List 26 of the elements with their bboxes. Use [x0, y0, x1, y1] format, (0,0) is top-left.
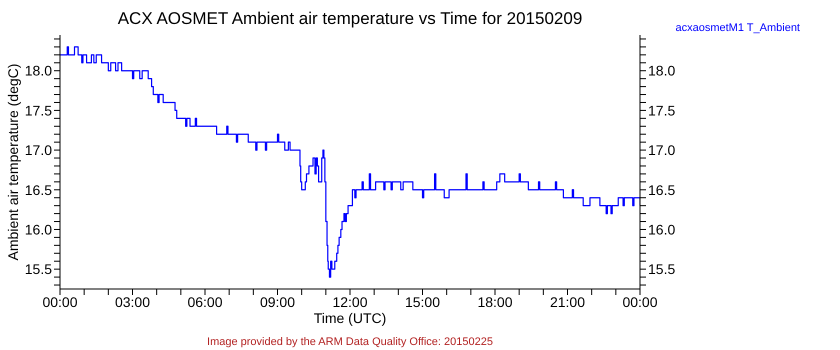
y-tick-label: 15.5 [24, 261, 52, 278]
x-tick-label: 06:00 [187, 294, 223, 310]
y2-tick-label: 17.0 [648, 142, 676, 158]
y-tick-label: 17.0 [24, 142, 52, 158]
x-tick-label: 18:00 [477, 294, 513, 310]
y2-tick-label: 18.0 [648, 62, 676, 79]
y-tick-label: 18.0 [24, 62, 52, 79]
y-axis-title: Ambient air temperature (degC) [5, 64, 21, 260]
x-tick-label: 00:00 [622, 294, 658, 310]
chart-title: ACX AOSMET Ambient air temperature vs Time for 20150209 [116, 9, 584, 29]
y2-tick-label: 15.5 [648, 261, 676, 278]
x-axis-title: Time (UTC) [314, 310, 386, 326]
x-tick-label: 00:00 [42, 294, 78, 310]
text: Image provided by the ARM Data Quality Office: 20150225 [206, 336, 494, 349]
y-tick-label: 16.5 [24, 182, 52, 198]
y2-tick-label: 16.0 [648, 221, 676, 238]
y-tick-label: 17.5 [24, 102, 52, 118]
x-tick-label: 12:00 [332, 294, 368, 310]
x-tick-label: 15:00 [404, 294, 440, 310]
x-tick-label: 09:00 [260, 294, 296, 310]
text: acxaosmetM1 T_Ambient [675, 22, 800, 34]
x-tick-label: 03:00 [114, 294, 150, 310]
y2-tick-label: 16.5 [648, 182, 676, 198]
y-tick-label: 16.0 [24, 221, 52, 238]
x-tick-label: 21:00 [550, 294, 586, 310]
y2-tick-label: 17.5 [648, 102, 676, 118]
